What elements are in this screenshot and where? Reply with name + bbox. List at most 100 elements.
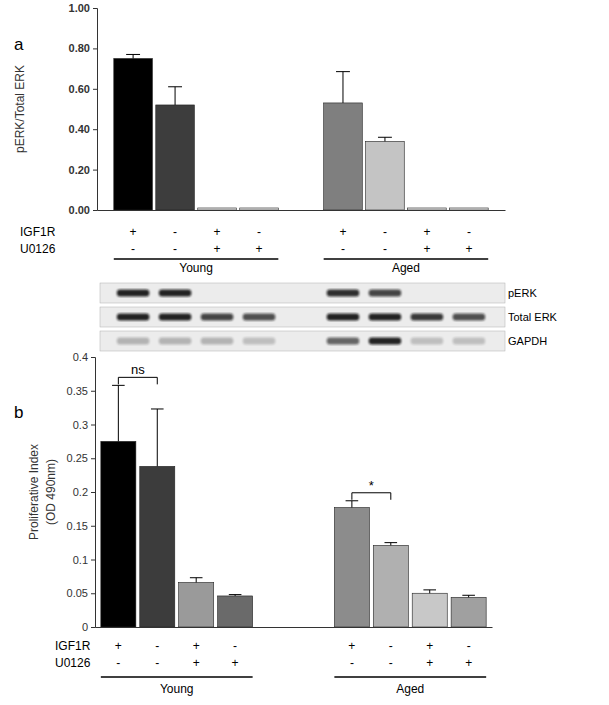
- significance-bracket: [352, 493, 391, 500]
- error-bar-cap: [112, 385, 125, 386]
- group-label: Aged: [392, 261, 420, 275]
- significance-label: *: [369, 478, 374, 493]
- plot-area: [101, 385, 486, 627]
- y-tick-mark: [91, 391, 95, 392]
- error-bar-cap: [229, 594, 242, 595]
- condition-sign: +: [465, 656, 472, 670]
- error-bar-cap: [336, 71, 350, 72]
- blot-band: [369, 314, 401, 321]
- error-bar: [229, 595, 242, 596]
- panel: 00.050.10.150.20.250.30.350.4Proliferati…: [14, 351, 493, 696]
- error-bar: [336, 72, 350, 103]
- y-tick-mark: [91, 357, 95, 358]
- y-tick: 0.60: [69, 83, 97, 95]
- condition-label: IGF1R: [20, 225, 56, 239]
- x-axis-line: [98, 210, 506, 211]
- condition-sign: +: [115, 639, 122, 653]
- group-underline: [334, 676, 486, 678]
- blot-band: [117, 338, 149, 345]
- blot-label: GAPDH: [508, 335, 547, 347]
- y-tick-label: 0.25: [67, 452, 88, 464]
- bar: [408, 208, 447, 210]
- x-axis: [96, 627, 493, 629]
- y-tick: 0.05: [67, 587, 95, 599]
- y-tick-mark: [93, 8, 97, 9]
- condition-label: IGF1R: [55, 639, 91, 653]
- error-bar-cap: [462, 595, 475, 596]
- condition-sign: -: [173, 225, 177, 239]
- blot-band: [411, 338, 443, 345]
- condition-sign: -: [173, 242, 177, 256]
- bar: [366, 141, 405, 210]
- blot-band: [159, 290, 191, 297]
- condition-sign: +: [339, 225, 346, 239]
- blot-band: [201, 338, 233, 345]
- error-bar-stem: [351, 501, 352, 508]
- error-bar-cap: [151, 408, 164, 409]
- y-tick-mark: [91, 492, 95, 493]
- y-tick: 0.2: [73, 486, 95, 498]
- condition-sign: -: [155, 639, 159, 653]
- error-bar-cap: [168, 86, 182, 87]
- bar: [156, 105, 195, 210]
- blot-label: Total ERK: [508, 311, 558, 323]
- y-tick: 1.00: [69, 2, 97, 14]
- condition-sign: -: [131, 242, 135, 256]
- condition-sign: +: [232, 656, 239, 670]
- y-tick-mark: [91, 627, 95, 628]
- y-tick-mark: [91, 526, 95, 527]
- group-label: Young: [179, 261, 213, 275]
- group-label: Young: [160, 682, 194, 696]
- blot-band: [453, 314, 485, 321]
- y-axis-title: pERK/Total ERK: [13, 65, 27, 153]
- error-bar-cap: [126, 54, 140, 55]
- error-bar-cap: [378, 137, 392, 138]
- bar: [218, 596, 253, 627]
- condition-sign: +: [214, 242, 221, 256]
- error-bar-cap: [423, 589, 436, 590]
- y-tick-mark: [91, 560, 95, 561]
- panel-label: b: [14, 403, 23, 422]
- condition-sign: +: [426, 656, 433, 670]
- error-bar: [112, 385, 125, 441]
- y-axis-title: Proliferative Index: [27, 444, 41, 540]
- y-tick: 0: [82, 621, 95, 633]
- blot-label: pERK: [508, 287, 537, 299]
- y-tick: 0.20: [69, 164, 97, 176]
- condition-sign: -: [383, 242, 387, 256]
- group-underline: [101, 676, 253, 678]
- error-bar: [190, 578, 203, 583]
- y-tick-label: 0.40: [69, 123, 90, 135]
- bar: [101, 441, 136, 627]
- error-bar: [378, 137, 392, 141]
- error-bar: [384, 543, 397, 546]
- y-tick: 0.40: [69, 123, 97, 135]
- blot-band: [159, 314, 191, 321]
- bar: [373, 545, 408, 627]
- y-tick-label: 0.60: [69, 83, 90, 95]
- bar: [140, 466, 175, 627]
- error-bar: [151, 409, 164, 466]
- y-tick-mark: [93, 89, 97, 90]
- blot-band: [159, 338, 191, 345]
- condition-sign: +: [130, 225, 137, 239]
- y-tick: 0.80: [69, 42, 97, 54]
- error-bar: [126, 54, 140, 58]
- panel-label: a: [14, 35, 24, 54]
- bar: [240, 208, 279, 210]
- western-blot: pERK Total ERK GAPDH: [100, 283, 558, 351]
- blot-band: [243, 338, 275, 345]
- condition-sign: +: [348, 639, 355, 653]
- condition-sign: +: [423, 242, 430, 256]
- y-tick-mark: [93, 170, 97, 171]
- bar: [324, 103, 363, 210]
- blot-band: [201, 314, 233, 321]
- significance-bracket: [118, 377, 157, 384]
- condition-sign: -: [350, 656, 354, 670]
- blot-band: [369, 290, 401, 297]
- y-tick-mark: [91, 425, 95, 426]
- y-tick: 0.4: [73, 351, 95, 363]
- y-tick-label: 0.3: [73, 419, 88, 431]
- condition-label: U0126: [20, 242, 56, 256]
- blot-band: [327, 314, 359, 321]
